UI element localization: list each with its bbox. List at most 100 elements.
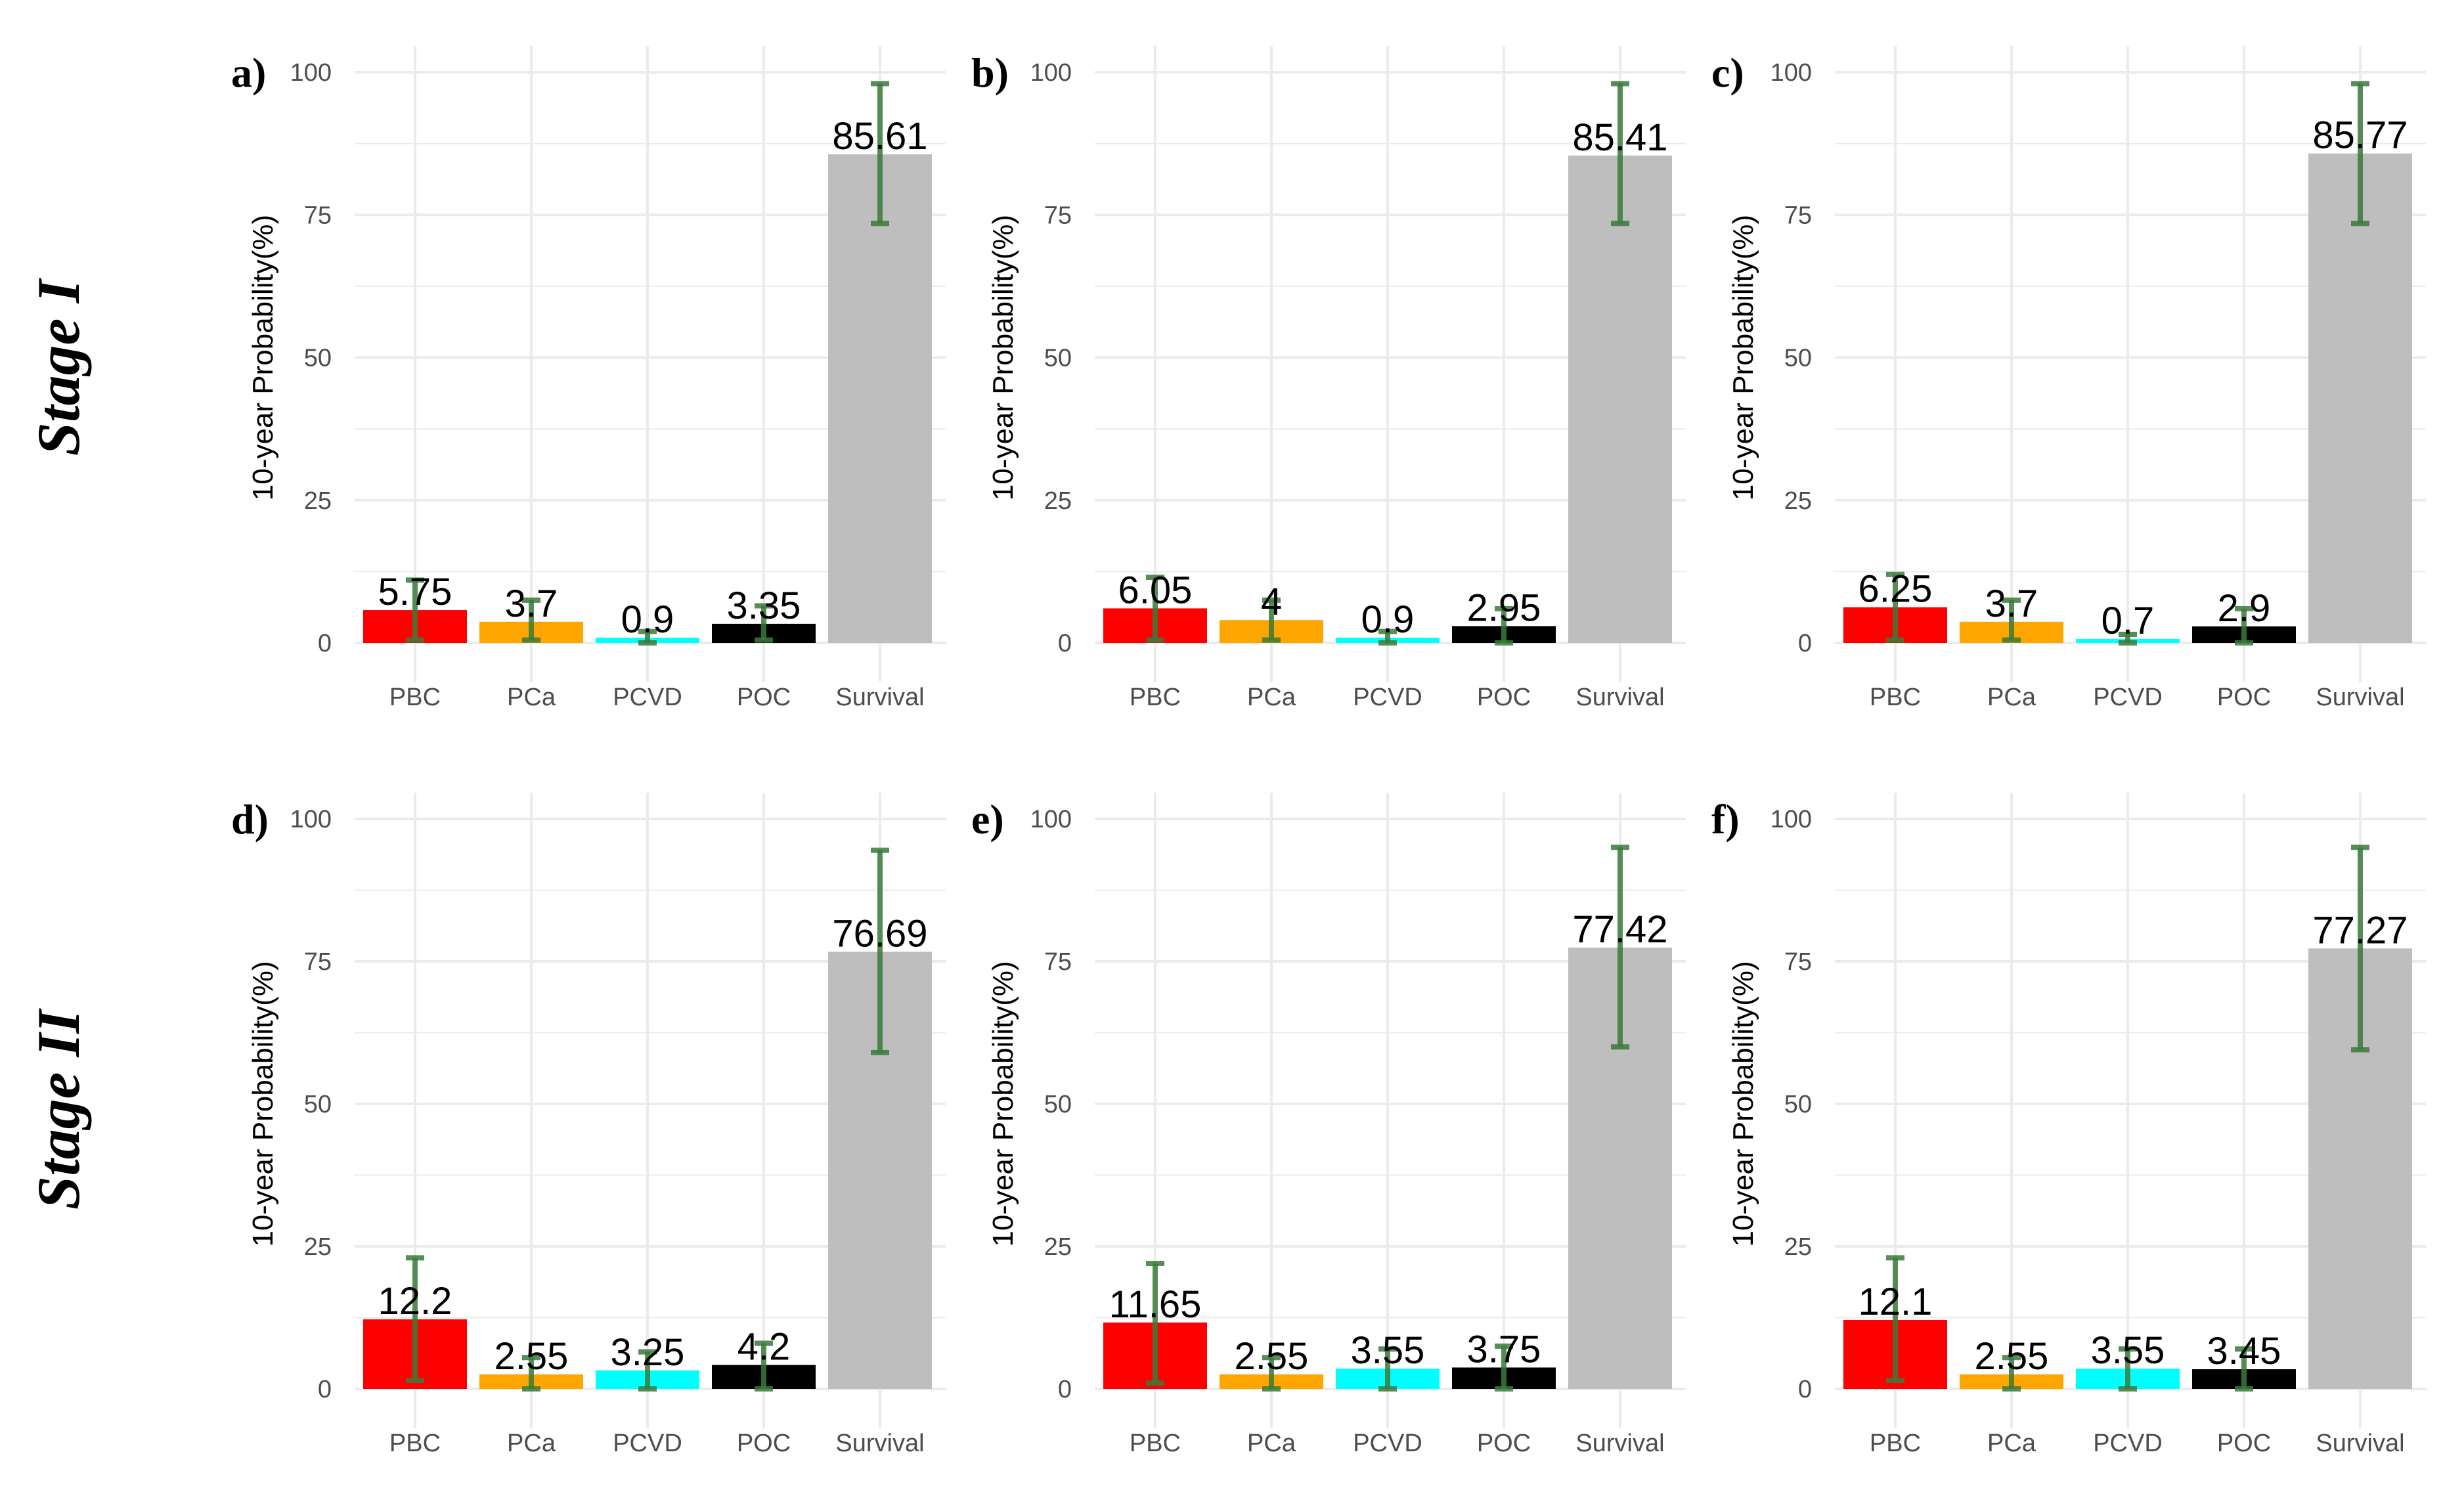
error-bar	[755, 603, 773, 643]
panel-f: 0 25 50 75 100 10-year Probability(%) f) 12.1 PB…	[1711, 793, 2426, 1457]
y-tick-label: 50	[1784, 1091, 1812, 1118]
bar-survival	[1568, 155, 1672, 643]
y-tick-label: 0	[1798, 1376, 1812, 1403]
y-tick-label: 75	[1784, 202, 1812, 229]
value-label: 85.41	[1572, 116, 1667, 159]
y-tick-label: 75	[304, 948, 332, 976]
x-tick-label: POC	[737, 1430, 791, 1457]
y-tick-label: 75	[1044, 948, 1072, 976]
error-bar	[755, 1340, 773, 1392]
value-label: 0.9	[621, 598, 674, 641]
x-tick-label: POC	[1477, 1430, 1531, 1457]
value-label: 2.55	[1975, 1335, 2049, 1378]
y-tick-label: 75	[1784, 948, 1812, 976]
value-label: 3.45	[2207, 1330, 2281, 1372]
x-tick-label: PCVD	[613, 1430, 682, 1457]
error-bar	[1378, 628, 1397, 646]
y-tick-label: 50	[1044, 345, 1072, 372]
panel-label: e)	[971, 796, 1004, 843]
value-label: 77.27	[2312, 909, 2408, 952]
y-tick-label: 100	[1030, 59, 1072, 87]
error-bar	[2002, 597, 2021, 643]
y-tick-label: 25	[304, 1233, 332, 1261]
y-tick-label: 25	[304, 487, 332, 515]
x-tick-label: PCa	[1247, 1430, 1296, 1457]
x-tick-label: Survival	[1575, 684, 1664, 711]
panel-e: 0 25 50 75 100 10-year Probability(%) e) 11.65 P…	[971, 793, 1686, 1457]
y-tick-label: 75	[1044, 202, 1072, 229]
x-tick-label: Survival	[1575, 1430, 1664, 1457]
error-bar	[638, 1349, 657, 1392]
value-label: 0.9	[1361, 598, 1415, 641]
value-label: 6.05	[1118, 569, 1193, 611]
x-tick-label: PCa	[507, 684, 556, 711]
x-tick-label: POC	[1477, 684, 1531, 711]
x-tick-label: Survival	[835, 1430, 924, 1457]
x-tick-label: POC	[2217, 684, 2271, 711]
value-label: 85.77	[2312, 114, 2408, 157]
value-label: 3.55	[2091, 1329, 2165, 1372]
error-bar	[522, 597, 540, 643]
error-bar	[1886, 1255, 1904, 1383]
value-label: 3.75	[1467, 1328, 1541, 1371]
error-bar	[2235, 605, 2253, 646]
x-tick-label: PCa	[1247, 684, 1296, 711]
error-bar	[2351, 845, 2369, 1053]
panel-b: 0 25 50 75 100 10-year Probability(%) b) 6.05 PB…	[971, 46, 1686, 711]
row-label-stage-1: Stage I	[25, 278, 92, 456]
bar-survival	[2308, 153, 2412, 644]
panel-label: c)	[1711, 49, 1744, 96]
y-axis-label: 10-year Probability(%)	[987, 961, 1019, 1246]
error-bar	[1262, 597, 1281, 643]
y-axis-label: 10-year Probability(%)	[1727, 215, 1759, 500]
y-tick-label: 25	[1784, 487, 1812, 515]
bar-survival	[828, 154, 932, 644]
error-bar	[871, 847, 889, 1055]
y-axis-label: 10-year Probability(%)	[247, 215, 279, 500]
error-bar	[406, 577, 424, 643]
x-tick-label: Survival	[2316, 1430, 2404, 1457]
y-tick-label: 100	[290, 806, 332, 833]
x-tick-label: PCVD	[1353, 1430, 1422, 1457]
y-tick-label: 75	[304, 202, 332, 229]
y-tick-label: 50	[304, 1091, 332, 1118]
x-tick-label: PBC	[389, 1430, 441, 1457]
error-bar	[1611, 845, 1629, 1050]
error-bar	[1262, 1355, 1281, 1392]
panel-label: d)	[231, 796, 269, 843]
y-axis-label: 10-year Probability(%)	[247, 961, 279, 1246]
x-tick-label: PBC	[1870, 1430, 1921, 1457]
error-bar	[1886, 571, 1904, 643]
panel-label: f)	[1711, 796, 1740, 843]
error-bar	[1146, 575, 1164, 643]
x-tick-label: PBC	[389, 684, 441, 711]
y-tick-label: 0	[1058, 630, 1072, 657]
value-label: 3.7	[505, 582, 558, 625]
value-label: 4.2	[737, 1326, 791, 1369]
x-tick-label: PCVD	[613, 684, 682, 711]
y-tick-label: 50	[1044, 1091, 1072, 1118]
value-label: 12.1	[1859, 1281, 1933, 1323]
y-tick-label: 100	[1771, 806, 1812, 833]
y-tick-label: 25	[1044, 1233, 1072, 1261]
x-tick-label: PBC	[1130, 684, 1181, 711]
y-tick-label: 0	[318, 1376, 332, 1403]
value-label: 2.9	[2218, 587, 2271, 630]
y-tick-label: 100	[1030, 806, 1072, 833]
value-label: 2.95	[1467, 586, 1541, 629]
x-tick-label: PCa	[1987, 684, 2036, 711]
error-bar	[1378, 1346, 1397, 1392]
y-axis-label: 10-year Probability(%)	[1727, 961, 1759, 1246]
panel-a: 0 25 50 75 100 10-year Probability(%) a) 5.75 PB…	[231, 46, 946, 711]
error-bar	[406, 1255, 424, 1383]
y-axis-label: 10-year Probability(%)	[987, 215, 1019, 500]
x-tick-label: Survival	[835, 684, 924, 711]
value-label: 2.55	[495, 1335, 569, 1378]
row-label-stage-2: Stage II	[25, 1008, 92, 1210]
value-label: 11.65	[1109, 1283, 1202, 1326]
value-label: 77.42	[1572, 908, 1667, 951]
error-bar	[1495, 1343, 1513, 1392]
x-tick-label: PCa	[1987, 1430, 2036, 1457]
error-bar	[1146, 1261, 1164, 1386]
